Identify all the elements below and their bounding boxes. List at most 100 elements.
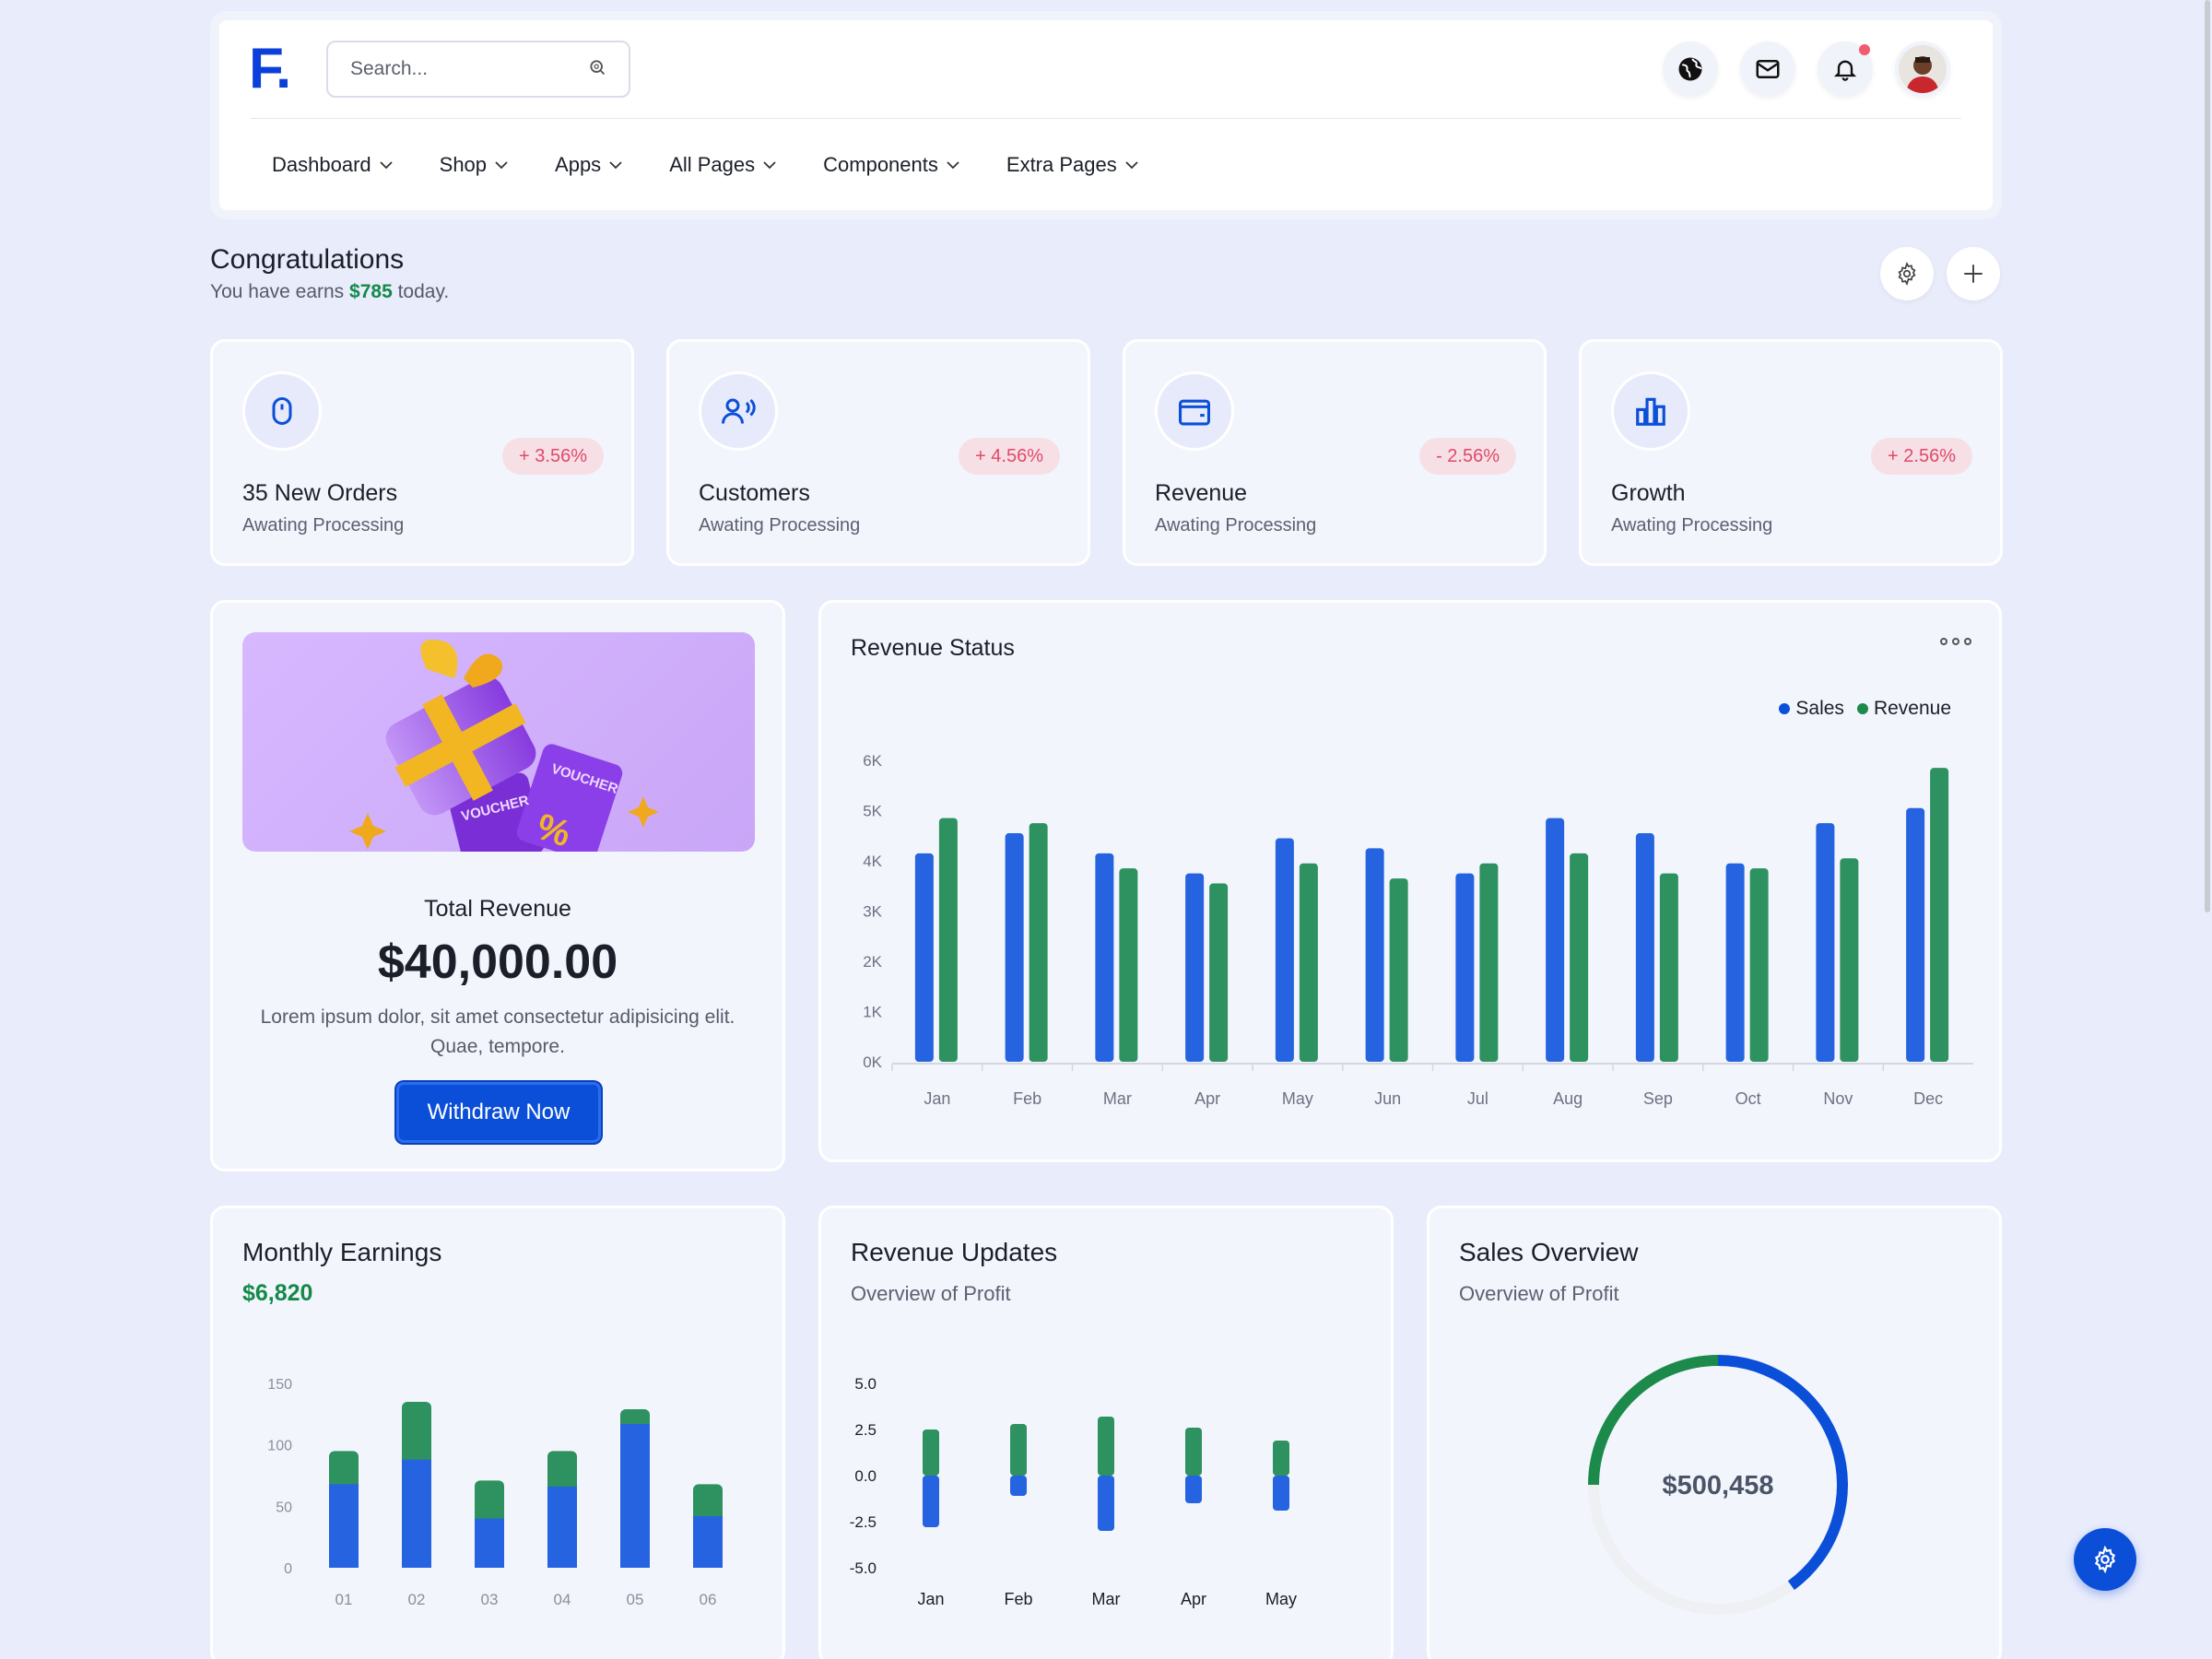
page-scrollbar[interactable] bbox=[2205, 0, 2210, 912]
add-button[interactable] bbox=[1947, 247, 2000, 300]
y-tick-label: 5K bbox=[863, 803, 882, 820]
bar bbox=[402, 1402, 431, 1465]
stat-subtitle: Awating Processing bbox=[1611, 515, 1773, 535]
sales-overview-card: Sales Overview Overview of Profit $500,4… bbox=[1427, 1206, 2002, 1659]
bar bbox=[1299, 863, 1318, 1062]
x-tick-label: 03 bbox=[481, 1591, 499, 1608]
bar bbox=[1209, 883, 1229, 1062]
y-tick-label: 0 bbox=[284, 1561, 292, 1577]
bar bbox=[475, 1480, 504, 1524]
gear-icon bbox=[1898, 262, 1916, 286]
bar bbox=[1005, 833, 1024, 1062]
bar bbox=[923, 1430, 939, 1476]
stat-title: 35 New Orders bbox=[242, 480, 398, 506]
revenue-status-chart: 0K 1K 2K 3K 4K 5K 6K Jan Feb Mar Apr May Jun Jul Aug Se… bbox=[863, 752, 1973, 1108]
bar bbox=[1365, 848, 1384, 1062]
y-tick-label: 0.0 bbox=[854, 1467, 877, 1485]
stat-title: Revenue bbox=[1155, 480, 1248, 506]
mouse-icon bbox=[242, 371, 322, 451]
search-box[interactable] bbox=[326, 41, 630, 98]
more-options-icon[interactable] bbox=[1940, 638, 1971, 645]
y-tick-label: 2K bbox=[863, 953, 882, 971]
bar bbox=[547, 1451, 577, 1492]
withdraw-now-button[interactable]: Withdraw Now bbox=[396, 1082, 601, 1143]
x-tick-label: 01 bbox=[335, 1591, 353, 1608]
nav-components[interactable]: Components bbox=[823, 153, 960, 177]
y-tick-label: 6K bbox=[863, 752, 882, 770]
nav-all-pages[interactable]: All Pages bbox=[669, 153, 777, 177]
bar bbox=[1816, 823, 1835, 1062]
x-tick-label: Jul bbox=[1467, 1089, 1488, 1108]
legend-revenue[interactable]: Revenue bbox=[1856, 698, 1951, 720]
bar bbox=[402, 1459, 431, 1568]
bar bbox=[914, 853, 934, 1062]
bar bbox=[329, 1451, 359, 1490]
bar bbox=[1119, 868, 1138, 1062]
search-input[interactable] bbox=[350, 58, 571, 80]
stat-badge: + 3.56% bbox=[502, 438, 604, 475]
stat-badge: - 2.56% bbox=[1419, 438, 1516, 475]
today-earnings: $785 bbox=[349, 281, 393, 302]
nav-apps[interactable]: Apps bbox=[555, 153, 623, 177]
x-tick-label: Dec bbox=[1913, 1089, 1943, 1108]
x-tick-label: Jan bbox=[924, 1089, 950, 1108]
sales-overview-donut: $500,458 bbox=[1588, 1355, 1848, 1615]
bar bbox=[1906, 807, 1925, 1062]
nav-extra-pages[interactable]: Extra Pages bbox=[1006, 153, 1139, 177]
bar bbox=[1749, 868, 1769, 1062]
revenue-updates-chart: 5.0 2.5 0.0 -2.5 -5.0 Jan Feb Mar Apr May bbox=[850, 1375, 1297, 1608]
total-revenue-description: Lorem ipsum dolor, sit amet consectetur … bbox=[260, 1006, 735, 1057]
avatar[interactable] bbox=[1895, 41, 1950, 97]
bar bbox=[1098, 1476, 1114, 1531]
stat-subtitle: Awating Processing bbox=[242, 515, 405, 535]
search-icon[interactable] bbox=[588, 58, 606, 81]
customizer-settings-button[interactable] bbox=[2074, 1528, 2136, 1591]
bar bbox=[1185, 1476, 1202, 1503]
mail-icon[interactable] bbox=[1740, 41, 1795, 97]
bar-chart-icon bbox=[1611, 371, 1690, 451]
x-tick-label: Feb bbox=[1004, 1590, 1032, 1608]
stat-card-customers[interactable]: + 4.56% Customers Awating Processing bbox=[666, 339, 1090, 566]
y-tick-label: 2.5 bbox=[854, 1421, 877, 1439]
sales-overview-title: Sales Overview bbox=[1459, 1238, 1639, 1266]
donut-segment bbox=[1588, 1355, 1719, 1486]
bar bbox=[1479, 863, 1499, 1062]
chevron-down-icon bbox=[380, 161, 393, 170]
stat-card-revenue[interactable]: - 2.56% Revenue Awating Processing bbox=[1123, 339, 1547, 566]
stat-title: Growth bbox=[1611, 480, 1686, 506]
total-revenue-amount: $40,000.00 bbox=[377, 935, 618, 989]
legend-sales[interactable]: Sales bbox=[1779, 698, 1844, 720]
nav-shop[interactable]: Shop bbox=[440, 153, 509, 177]
y-tick-label: 3K bbox=[863, 903, 882, 921]
globe-icon[interactable] bbox=[1663, 41, 1718, 97]
monthly-earnings-chart: 0 50 100 150 01 02 03 04 05 06 bbox=[267, 1377, 723, 1608]
total-revenue-label: Total Revenue bbox=[424, 896, 571, 922]
nav-dashboard[interactable]: Dashboard bbox=[272, 153, 394, 177]
x-tick-label: Jan bbox=[917, 1590, 944, 1608]
plus-icon bbox=[1964, 265, 1983, 283]
settings-button[interactable] bbox=[1880, 247, 1934, 300]
stat-card-orders[interactable]: + 3.56% 35 New Orders Awating Processing bbox=[210, 339, 634, 566]
bar bbox=[329, 1484, 359, 1568]
users-icon bbox=[699, 371, 778, 451]
stat-badge: + 2.56% bbox=[1871, 438, 1972, 475]
logo[interactable]: F. bbox=[249, 37, 291, 100]
bar bbox=[1930, 768, 1949, 1062]
gift-voucher-image: VOUCHER VOUCHER % bbox=[242, 632, 755, 852]
bar bbox=[1010, 1476, 1027, 1496]
gear-icon bbox=[2094, 1546, 2116, 1573]
monthly-earnings-card: Monthly Earnings $6,820 0 50 100 150 01 02 03 0… bbox=[210, 1206, 785, 1659]
bar bbox=[547, 1487, 577, 1568]
bar bbox=[1185, 873, 1205, 1062]
bar bbox=[1273, 1441, 1289, 1476]
stat-card-growth[interactable]: + 2.56% Growth Awating Processing bbox=[1579, 339, 2003, 566]
page-subtitle: You have earns $785 today. bbox=[210, 281, 450, 302]
stat-subtitle: Awating Processing bbox=[1155, 515, 1317, 535]
sales-overview-subtitle: Overview of Profit bbox=[1459, 1282, 1619, 1305]
y-tick-label: 4K bbox=[863, 853, 882, 870]
donut-segment bbox=[1717, 1355, 1848, 1591]
monthly-earnings-amount: $6,820 bbox=[242, 1280, 313, 1306]
stat-badge: + 4.56% bbox=[959, 438, 1060, 475]
stat-title: Customers bbox=[699, 480, 810, 506]
x-tick-label: Apr bbox=[1181, 1590, 1206, 1608]
